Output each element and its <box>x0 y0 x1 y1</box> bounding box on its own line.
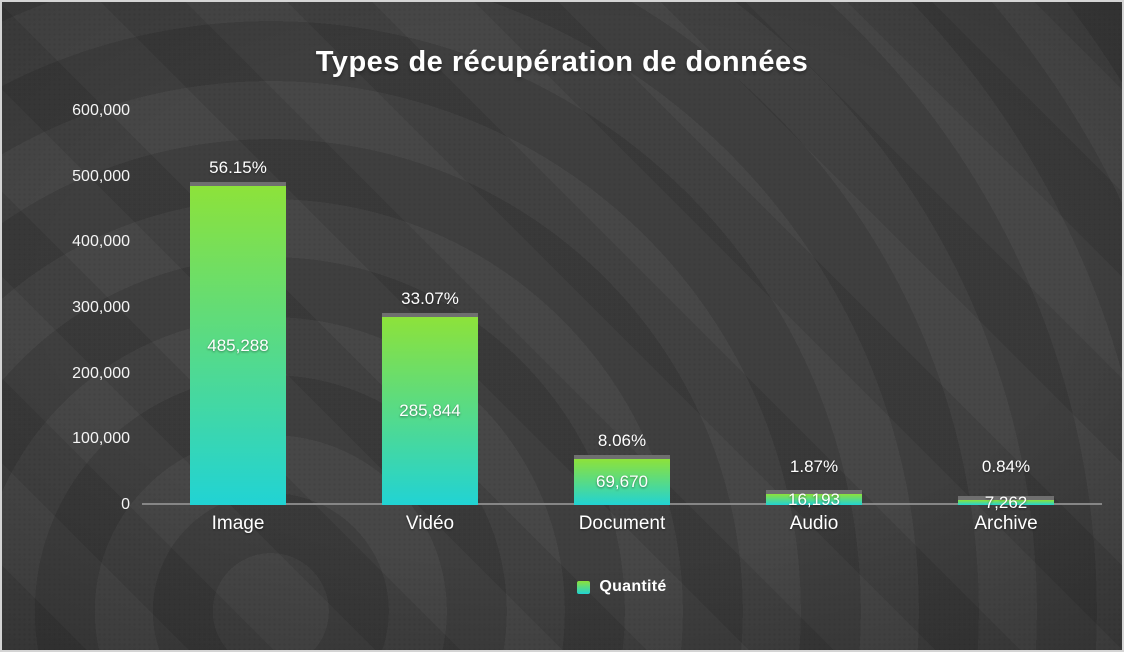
plot-area: 56.15% 485,288 Image 33.07% 285,844 Vidéo 8.06… <box>142 111 1102 534</box>
bar[interactable] <box>574 455 670 505</box>
category-label: Document <box>578 513 666 534</box>
percent-label: 8.06% <box>597 431 647 451</box>
percent-label: 1.87% <box>789 457 839 476</box>
percent-label: 0.84% <box>981 457 1031 476</box>
percent-label: 33.07% <box>401 289 459 309</box>
legend[interactable]: Quantité <box>142 578 1102 596</box>
bar-column-archive: 0.84% 7,262 Archive <box>910 111 1102 534</box>
bar-column-audio: 1.87% 16,193 Audio <box>718 111 910 534</box>
value-label: 16,193 <box>788 489 840 509</box>
category-label: Archive <box>974 513 1038 534</box>
y-tick-label: 500,000 <box>72 167 130 185</box>
legend-label: Quantité <box>599 578 667 595</box>
value-label: 69,670 <box>596 472 648 492</box>
bars-container: 56.15% 485,288 Image 33.07% 285,844 Vidéo 8.06… <box>142 111 1102 534</box>
y-tick-label: 400,000 <box>72 233 130 251</box>
y-tick-label: 600,000 <box>72 102 130 119</box>
bar[interactable] <box>958 496 1054 505</box>
y-tick-label: 200,000 <box>72 364 130 382</box>
category-label: Image <box>211 513 265 534</box>
y-axis-labels: 600,000 500,000 400,000 300,000 200,000 100,0… <box>32 102 130 513</box>
y-tick-label: 0 <box>121 496 130 513</box>
chart-title: Types de récupération de données <box>315 46 809 78</box>
value-label: 7,262 <box>984 492 1028 512</box>
value-label: 485,288 <box>207 335 269 355</box>
bar-column-document: 8.06% 69,670 Document <box>526 111 718 534</box>
category-label: Vidéo <box>405 513 455 534</box>
y-tick-label: 100,000 <box>72 430 130 448</box>
value-label: 285,844 <box>399 401 461 421</box>
y-tick-label: 300,000 <box>72 299 130 316</box>
bar[interactable] <box>190 182 286 505</box>
percent-label: 56.15% <box>209 158 267 178</box>
category-label: Audio <box>789 513 839 534</box>
bar[interactable] <box>382 313 478 505</box>
bar[interactable] <box>766 490 862 505</box>
bar-column-video: 33.07% 285,844 Vidéo <box>334 111 526 534</box>
legend-swatch-icon <box>577 580 591 594</box>
bar-column-image: 56.15% 485,288 Image <box>142 111 334 534</box>
